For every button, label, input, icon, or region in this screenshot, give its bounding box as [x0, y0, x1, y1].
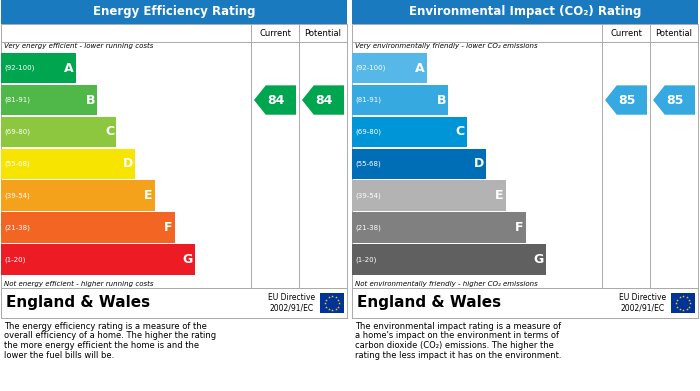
Polygon shape: [302, 85, 344, 115]
Text: (39-54): (39-54): [355, 192, 381, 199]
Text: A: A: [64, 62, 74, 75]
Text: Not environmentally friendly - higher CO₂ emissions: Not environmentally friendly - higher CO…: [355, 281, 538, 287]
Text: F: F: [515, 221, 524, 234]
Bar: [352, 244, 546, 274]
Text: E: E: [144, 189, 153, 202]
Text: (92-100): (92-100): [355, 65, 386, 72]
Text: D: D: [122, 157, 133, 170]
Bar: [1, 244, 195, 274]
Bar: [1, 53, 76, 83]
Text: E: E: [496, 189, 504, 202]
Bar: [352, 53, 427, 83]
Text: (21-38): (21-38): [355, 224, 381, 231]
Text: EU Directive
2002/91/EC: EU Directive 2002/91/EC: [619, 293, 666, 313]
Bar: [352, 85, 448, 115]
Bar: [352, 117, 467, 147]
Bar: [352, 212, 526, 243]
Text: Current: Current: [259, 29, 291, 38]
Text: England & Wales: England & Wales: [357, 296, 501, 310]
Polygon shape: [653, 85, 695, 115]
Bar: [1, 85, 97, 115]
Text: The environmental impact rating is a measure of: The environmental impact rating is a mea…: [355, 322, 561, 331]
Text: (92-100): (92-100): [4, 65, 34, 72]
Bar: [1, 0, 347, 24]
Text: Energy Efficiency Rating: Energy Efficiency Rating: [92, 5, 256, 18]
Text: EU Directive
2002/91/EC: EU Directive 2002/91/EC: [268, 293, 315, 313]
Text: (21-38): (21-38): [4, 224, 30, 231]
Bar: [352, 149, 486, 179]
Bar: [352, 288, 698, 318]
Bar: [1, 24, 347, 288]
Bar: [320, 293, 344, 313]
Text: lower the fuel bills will be.: lower the fuel bills will be.: [4, 350, 114, 359]
Text: 84: 84: [267, 93, 285, 106]
Text: Potential: Potential: [655, 29, 692, 38]
Text: (1-20): (1-20): [355, 256, 377, 263]
Bar: [1, 212, 175, 243]
Text: C: C: [105, 126, 114, 138]
Text: (69-80): (69-80): [355, 129, 381, 135]
Text: F: F: [164, 221, 173, 234]
Text: (81-91): (81-91): [355, 97, 381, 103]
Text: Potential: Potential: [304, 29, 342, 38]
Text: (69-80): (69-80): [4, 129, 30, 135]
Bar: [671, 293, 695, 313]
Text: The energy efficiency rating is a measure of the: The energy efficiency rating is a measur…: [4, 322, 207, 331]
Bar: [352, 24, 698, 288]
Text: Environmental Impact (CO₂) Rating: Environmental Impact (CO₂) Rating: [409, 5, 641, 18]
Bar: [1, 288, 347, 318]
Text: Very energy efficient - lower running costs: Very energy efficient - lower running co…: [4, 43, 153, 49]
Text: B: B: [437, 93, 447, 106]
Text: (39-54): (39-54): [4, 192, 29, 199]
Polygon shape: [254, 85, 296, 115]
Bar: [1, 180, 155, 211]
Text: the more energy efficient the home is and the: the more energy efficient the home is an…: [4, 341, 199, 350]
Text: 85: 85: [619, 93, 636, 106]
Text: Very environmentally friendly - lower CO₂ emissions: Very environmentally friendly - lower CO…: [355, 43, 538, 49]
Text: A: A: [415, 62, 425, 75]
Text: a home's impact on the environment in terms of: a home's impact on the environment in te…: [355, 332, 559, 341]
Text: (55-68): (55-68): [355, 160, 381, 167]
Bar: [1, 149, 134, 179]
Text: B: B: [85, 93, 95, 106]
Text: England & Wales: England & Wales: [6, 296, 150, 310]
Text: overall efficiency of a home. The higher the rating: overall efficiency of a home. The higher…: [4, 332, 216, 341]
Text: G: G: [533, 253, 544, 266]
Text: (55-68): (55-68): [4, 160, 29, 167]
Text: 85: 85: [666, 93, 684, 106]
Bar: [1, 117, 116, 147]
Text: D: D: [473, 157, 484, 170]
Text: (1-20): (1-20): [4, 256, 25, 263]
Polygon shape: [605, 85, 647, 115]
Text: carbon dioxide (CO₂) emissions. The higher the: carbon dioxide (CO₂) emissions. The high…: [355, 341, 554, 350]
Text: rating the less impact it has on the environment.: rating the less impact it has on the env…: [355, 350, 561, 359]
Text: C: C: [456, 126, 465, 138]
Text: (81-91): (81-91): [4, 97, 30, 103]
Text: 84: 84: [316, 93, 333, 106]
Text: Not energy efficient - higher running costs: Not energy efficient - higher running co…: [4, 281, 153, 287]
Text: G: G: [183, 253, 193, 266]
Text: Current: Current: [610, 29, 642, 38]
Bar: [352, 0, 698, 24]
Bar: [352, 180, 505, 211]
